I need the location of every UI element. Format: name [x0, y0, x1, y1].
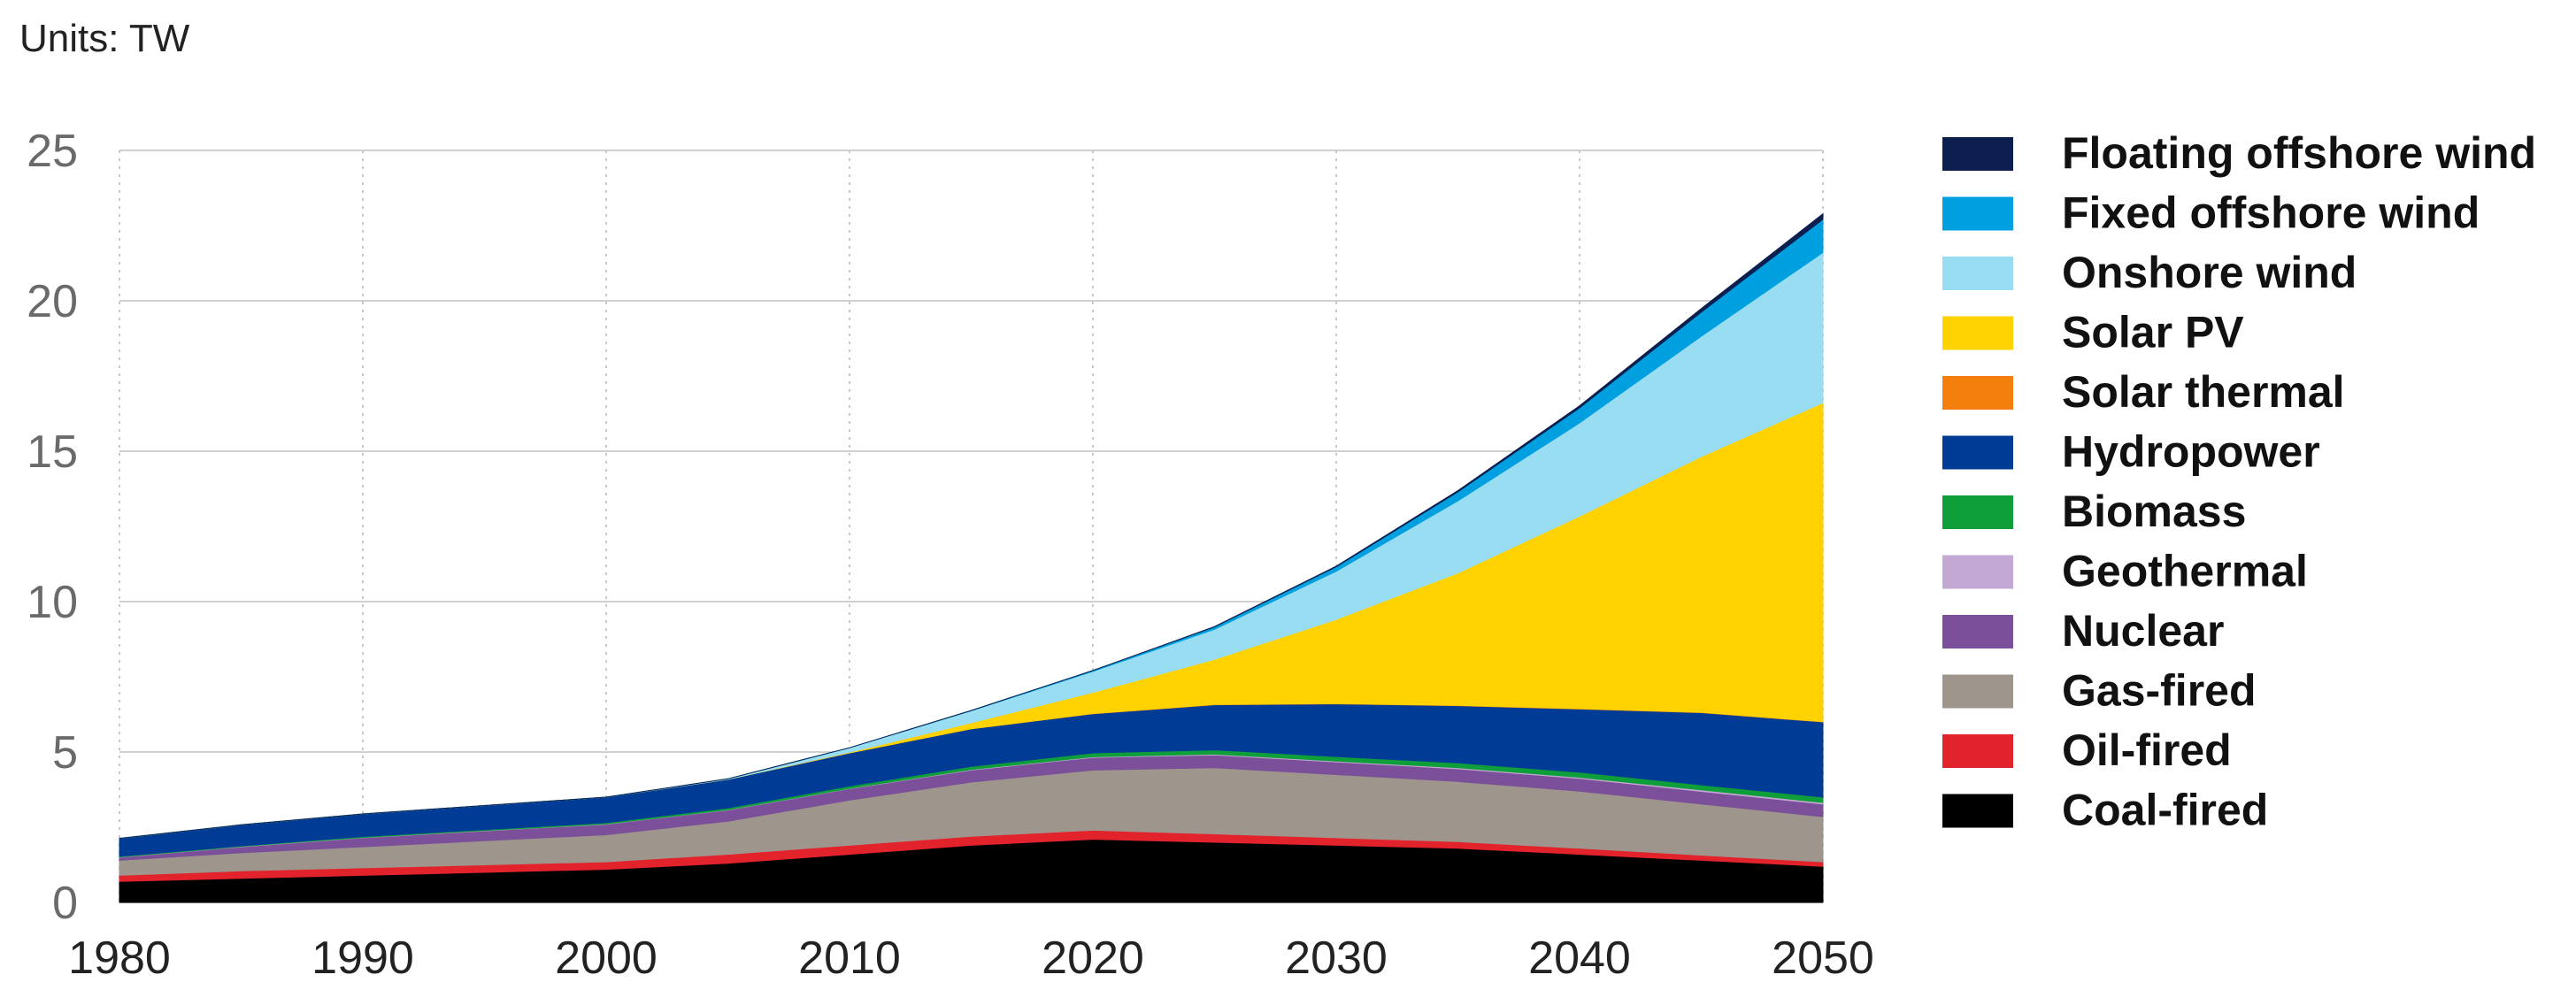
y-tick-label: 0 [52, 878, 78, 929]
legend-swatch-biomass [1942, 495, 2013, 529]
legend-label-coal-fired: Coal-fired [2062, 786, 2268, 835]
legend: Floating offshore wind Fixed offshore win… [1942, 128, 2536, 835]
legend-swatch-nuclear [1942, 615, 2013, 648]
legend-label-onshore-wind: Onshore wind [2062, 248, 2357, 297]
legend-label-floating-offshore-wind: Floating offshore wind [2062, 128, 2536, 178]
y-tick-label: 10 [27, 577, 78, 628]
y-tick-label: 20 [27, 276, 78, 327]
y-tick-label: 25 [27, 126, 78, 177]
x-tick-label: 2050 [1772, 932, 1874, 984]
legend-label-hydropower: Hydropower [2062, 427, 2320, 477]
legend-label-solar-pv: Solar PV [2062, 308, 2244, 357]
x-tick-label: 2040 [1528, 932, 1631, 984]
area-layers [119, 212, 1824, 903]
x-tick-label: 2000 [555, 932, 657, 984]
legend-label-gas-fired: Gas-fired [2062, 666, 2257, 716]
legend-swatch-floating-offshore-wind [1942, 137, 2013, 171]
legend-label-biomass: Biomass [2062, 487, 2246, 536]
x-tick-label: 2030 [1285, 932, 1388, 984]
legend-label-solar-thermal: Solar thermal [2062, 367, 2345, 417]
x-tick-label: 1980 [68, 932, 171, 984]
area-floating-offshore-wind [119, 212, 1824, 840]
legend-swatch-solar-thermal [1942, 376, 2013, 410]
y-axis-ticks: 0 5 10 15 20 25 [27, 126, 78, 929]
legend-swatch-gas-fired [1942, 674, 2013, 709]
legend-swatch-solar-pv [1942, 316, 2013, 350]
legend-swatch-onshore-wind [1942, 257, 2013, 290]
units-label: Units: TW [19, 17, 190, 60]
x-tick-label: 2010 [798, 932, 901, 984]
legend-label-fixed-offshore-wind: Fixed offshore wind [2062, 188, 2480, 238]
legend-swatch-hydropower [1942, 435, 2013, 470]
y-tick-label: 15 [27, 426, 78, 478]
y-tick-label: 5 [52, 727, 78, 779]
legend-label-nuclear: Nuclear [2062, 606, 2224, 656]
x-tick-label: 2020 [1042, 932, 1144, 984]
legend-swatch-coal-fired [1942, 794, 2013, 828]
legend-swatch-fixed-offshore-wind [1942, 196, 2013, 231]
x-axis-ticks: 1980 1990 2000 2010 2020 2030 2040 2050 [68, 932, 1874, 984]
legend-swatch-oil-fired [1942, 734, 2013, 768]
x-tick-label: 1990 [311, 932, 414, 984]
legend-label-geothermal: Geothermal [2062, 547, 2308, 596]
legend-swatch-geothermal [1942, 555, 2013, 589]
legend-label-oil-fired: Oil-fired [2062, 725, 2232, 775]
